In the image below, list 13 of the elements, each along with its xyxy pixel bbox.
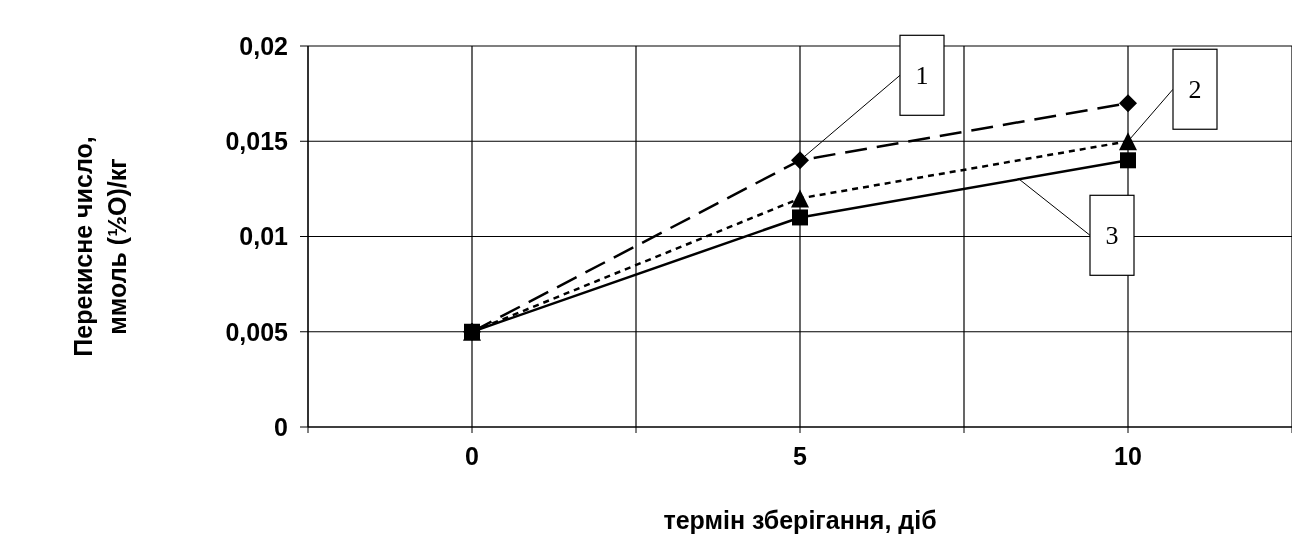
y-tick-label: 0,005 <box>225 317 289 346</box>
x-tick-label: 0 <box>465 441 479 470</box>
y-axis-title: Перекисне число, ммоль (½O)/кг <box>69 136 131 357</box>
series-label: 1 <box>915 61 929 91</box>
x-tick-label: 10 <box>1114 441 1142 470</box>
y-tick-label: 0 <box>274 412 288 441</box>
x-axis-title: термін зберігання, діб <box>663 506 937 534</box>
text: 2 <box>1188 75 1202 105</box>
y-tick-label: 0,02 <box>239 31 288 60</box>
x-tick-label: 5 <box>793 441 808 470</box>
y-tick-label: 0,015 <box>225 127 289 156</box>
text: 3 <box>1105 221 1119 251</box>
y-tick-label: 0,01 <box>239 222 289 251</box>
